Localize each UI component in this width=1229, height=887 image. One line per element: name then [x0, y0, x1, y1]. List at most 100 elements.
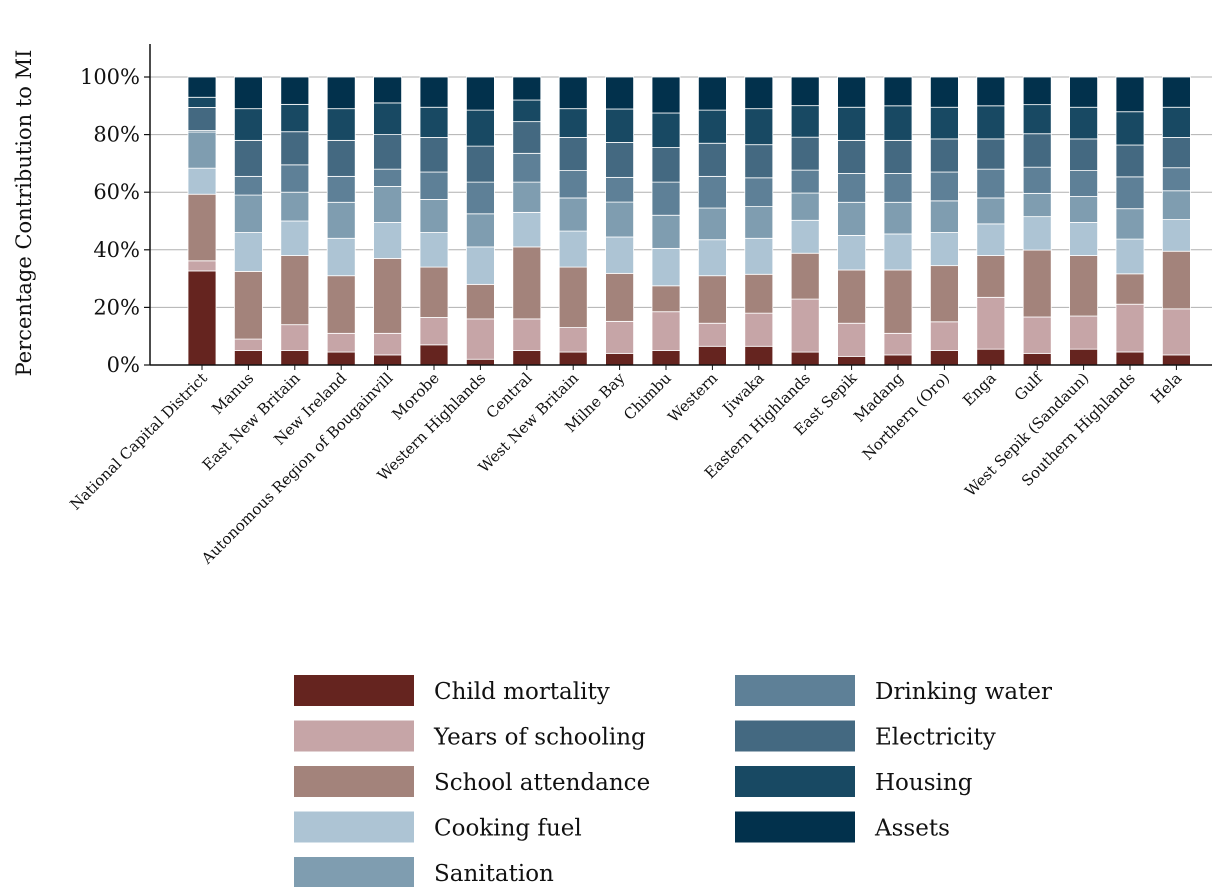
bar-segment-electricity [280, 131, 310, 166]
bar-segment-school-attendance [651, 285, 681, 313]
bar-segment-cooking-fuel [744, 237, 774, 275]
bar-segment-sanitation [651, 214, 681, 249]
bar-segment-child-mortality [373, 354, 403, 366]
bar-segment-child-mortality [558, 351, 588, 366]
bar-segment-drinking-water [605, 176, 634, 203]
bar-segment-years-of-schooling [187, 260, 217, 272]
bar-segment-drinking-water [837, 173, 866, 203]
bar-segment-child-mortality [651, 350, 681, 366]
bar-segment-child-mortality [976, 348, 1006, 366]
bar-segment-assets [1069, 76, 1098, 108]
bar-segment-electricity [651, 147, 681, 183]
bar-segment-drinking-water [698, 175, 727, 209]
x-tick-label: Enga [959, 369, 999, 409]
bar-segment-drinking-water [930, 171, 959, 202]
bar-segment-child-mortality [698, 345, 727, 366]
y-tick-label: 80% [93, 123, 140, 147]
bar-segment-assets [930, 76, 959, 108]
bar-segment-school-attendance [373, 258, 403, 334]
bar-segment-housing [1162, 106, 1191, 138]
bar-segment-school-attendance [558, 266, 588, 328]
bar-segment-drinking-water [512, 152, 542, 183]
bar-segment-child-mortality [233, 350, 263, 366]
legend-label-years-of-schooling: Years of schooling [433, 725, 646, 751]
bar-segment-assets [373, 76, 403, 104]
bar-segment-cooking-fuel [837, 234, 866, 271]
bar-segment-years-of-schooling [1115, 303, 1145, 353]
bar-segment-cooking-fuel [1115, 238, 1145, 275]
bar-segment-cooking-fuel [883, 233, 913, 271]
bar-segment-assets [558, 76, 588, 110]
bar-segment-assets [837, 76, 866, 108]
bar-segment-drinking-water [326, 175, 356, 203]
legend-label-electricity: Electricity [875, 725, 996, 751]
bar-segment-school-attendance [930, 265, 959, 323]
legend-label-drinking-water: Drinking water [875, 679, 1052, 705]
bar-segment-child-mortality [1162, 354, 1191, 366]
bar-segment-assets [280, 76, 310, 105]
bars [187, 76, 1191, 366]
bar-segment-school-attendance [698, 275, 727, 324]
legend-swatch-drinking-water [735, 675, 855, 706]
bar-segment-drinking-water [280, 164, 310, 193]
bar-segment-housing [326, 108, 356, 141]
legend-swatch-years-of-schooling [294, 720, 414, 752]
bar-segment-electricity [187, 106, 217, 131]
bar-segment-electricity [744, 144, 774, 179]
bar-segment-child-mortality [187, 270, 217, 366]
bar-segment-sanitation [1162, 190, 1191, 220]
bar-segment-assets [419, 76, 449, 108]
bar-segment-housing [790, 105, 820, 138]
bar-segment-child-mortality [326, 351, 356, 366]
y-tick-label: 100% [80, 65, 140, 89]
bar-segment-years-of-schooling [280, 324, 310, 351]
bar-segment-electricity [233, 139, 263, 177]
bar-segment-cooking-fuel [187, 167, 217, 195]
bar-segment-years-of-schooling [837, 322, 866, 357]
bar-segment-sanitation [1069, 196, 1098, 223]
bar-segment-electricity [1162, 137, 1191, 169]
bar-segment-school-attendance [1069, 255, 1098, 317]
bar-segment-housing [465, 109, 495, 147]
bar-segment-housing [280, 103, 310, 133]
bar-segment-child-mortality [280, 350, 310, 366]
bar-segment-assets [187, 76, 217, 98]
bar-segment-sanitation [883, 201, 913, 235]
bar-segment-child-mortality [1022, 352, 1052, 366]
bar-segment-drinking-water [976, 168, 1006, 199]
bar-segment-assets [1115, 76, 1145, 113]
bar-segment-school-attendance [790, 252, 820, 300]
bar-segment-sanitation [187, 131, 217, 169]
bar-segment-electricity [790, 136, 820, 171]
bar-segment-child-mortality [605, 352, 634, 366]
bar-segment-years-of-schooling [698, 322, 727, 347]
bar-segment-assets [512, 76, 542, 101]
bar-segment-sanitation [373, 186, 403, 223]
bar-segment-housing [744, 108, 774, 146]
bar-segment-electricity [698, 142, 727, 177]
bar-segment-assets [698, 76, 727, 111]
bar-segment-electricity [1022, 133, 1052, 168]
bar-segment-sanitation [558, 197, 588, 232]
bar-segment-drinking-water [1022, 166, 1052, 194]
bar-segment-cooking-fuel [698, 239, 727, 277]
bar-segment-school-attendance [1115, 273, 1145, 305]
bar-segment-years-of-schooling [1162, 308, 1191, 356]
bar-segment-housing [233, 108, 263, 141]
bar-segment-electricity [558, 137, 588, 171]
legend-swatch-housing [735, 766, 855, 797]
bar-segment-drinking-water [651, 181, 681, 216]
bar-segment-cooking-fuel [558, 230, 588, 268]
bar-segment-electricity [512, 121, 542, 154]
bar-segment-sanitation [930, 200, 959, 233]
bar-segment-cooking-fuel [651, 247, 681, 287]
bar-segment-sanitation [605, 201, 634, 238]
bar-segment-drinking-water [419, 171, 449, 200]
y-tick-label: 40% [93, 238, 140, 262]
x-tick-label: Gulf [1011, 368, 1047, 404]
bar-segment-years-of-schooling [373, 332, 403, 356]
bar-segment-child-mortality [465, 358, 495, 366]
bar-segment-years-of-schooling [790, 298, 820, 353]
bar-segment-years-of-schooling [326, 332, 356, 353]
bar-segment-cooking-fuel [1069, 222, 1098, 256]
